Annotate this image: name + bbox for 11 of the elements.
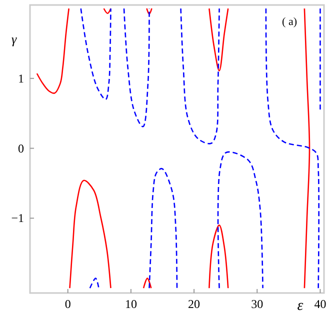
x-axis-title: ε	[297, 298, 304, 314]
y-tick-label: −1	[11, 211, 24, 226]
x-tick-label: 0	[64, 297, 71, 311]
x-tick-label: 10	[124, 297, 137, 311]
y-axis-title: γ	[11, 31, 18, 46]
annotation: ( a)	[282, 16, 298, 28]
x-tick-label: 30	[251, 297, 264, 311]
y-tick-label: 1	[18, 71, 24, 86]
x-tick-label: 20	[188, 297, 200, 311]
x-tick-label: 40	[314, 297, 326, 311]
y-tick-label: 0	[18, 141, 24, 156]
